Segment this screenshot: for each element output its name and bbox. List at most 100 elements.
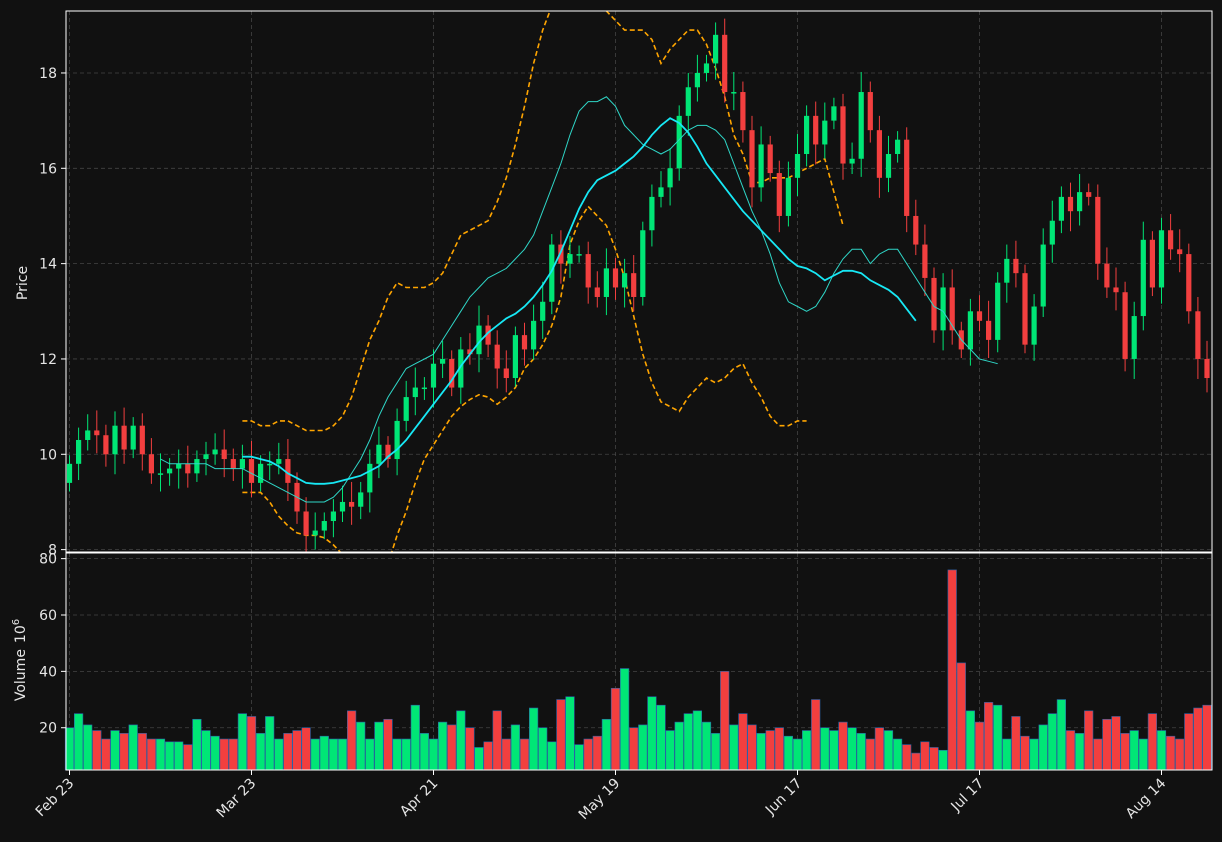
volume-bar-up bbox=[1156, 730, 1167, 771]
volume-bar-up bbox=[801, 730, 812, 771]
volume-bar-up bbox=[328, 738, 339, 771]
candle-up bbox=[458, 349, 464, 388]
volume-bar-down bbox=[1084, 710, 1094, 771]
candle-down bbox=[913, 215, 919, 245]
volume-bar-up bbox=[1047, 713, 1057, 771]
volume-bars bbox=[64, 569, 1212, 771]
candle-up bbox=[194, 459, 200, 474]
candle-up bbox=[376, 444, 382, 464]
volume-tick-label: 40 bbox=[39, 664, 57, 680]
volume-bar-up bbox=[1029, 738, 1039, 771]
price-tick-label: 18 bbox=[39, 66, 57, 82]
candle-up bbox=[895, 139, 901, 154]
volume-bar-down bbox=[447, 724, 457, 771]
candle-up bbox=[330, 511, 336, 522]
candle-down bbox=[922, 244, 928, 278]
volume-bar-up bbox=[474, 747, 484, 771]
candle-up bbox=[403, 397, 409, 421]
volume-bar-up bbox=[237, 713, 248, 771]
volume-bar-up bbox=[83, 724, 93, 771]
candle-down bbox=[749, 130, 755, 188]
candle-down bbox=[349, 501, 355, 507]
candle-up bbox=[276, 459, 282, 464]
volume-bar-up bbox=[1075, 733, 1085, 771]
volume-bar-up bbox=[510, 724, 521, 771]
candle-up bbox=[794, 153, 801, 178]
slow-moving-average-line bbox=[242, 117, 917, 485]
volume-bar-down bbox=[865, 738, 875, 771]
volume-bar-down bbox=[983, 702, 994, 771]
volume-bar-up bbox=[856, 733, 866, 771]
candle-down bbox=[1104, 263, 1110, 288]
candle-down bbox=[631, 273, 637, 297]
volume-bar-down bbox=[929, 747, 939, 771]
volume-bar-up bbox=[829, 730, 839, 771]
volume-bar-down bbox=[292, 730, 302, 771]
candle-up bbox=[831, 106, 837, 121]
volume-bar-down bbox=[1184, 713, 1194, 771]
volume-axis-label-text: Volume bbox=[13, 649, 29, 701]
volume-bar-down bbox=[101, 738, 111, 771]
candle-down bbox=[385, 444, 391, 460]
volume-bar-down bbox=[738, 713, 748, 771]
volume-bar-up bbox=[365, 738, 375, 771]
candle-down bbox=[1204, 358, 1210, 379]
volume-bar-down bbox=[1175, 738, 1185, 771]
candle-down bbox=[103, 435, 109, 455]
volume-bar-down bbox=[465, 727, 475, 771]
volume-bar-up bbox=[665, 730, 675, 771]
candle-up bbox=[622, 273, 628, 288]
volume-bar-down bbox=[246, 716, 257, 771]
candle-down bbox=[904, 139, 910, 216]
candle-down bbox=[221, 449, 227, 460]
candle-up bbox=[603, 268, 609, 297]
candle-down bbox=[521, 335, 528, 350]
candle-up bbox=[858, 92, 864, 159]
candle-down bbox=[503, 368, 509, 379]
volume-bar-up bbox=[155, 738, 166, 771]
candle-up bbox=[1158, 230, 1165, 288]
volume-bar-up bbox=[255, 733, 266, 771]
price-axis-label: Price bbox=[15, 266, 31, 300]
candle-up bbox=[822, 120, 828, 145]
price-tick-label: 10 bbox=[39, 447, 57, 463]
candle-down bbox=[494, 344, 500, 369]
candle-down bbox=[303, 511, 309, 536]
volume-panel-frame bbox=[65, 552, 1213, 771]
candle-up bbox=[76, 439, 82, 464]
candle-up bbox=[440, 358, 446, 364]
candle-up bbox=[421, 387, 427, 390]
volume-bar-up bbox=[392, 738, 402, 771]
candle-up bbox=[1049, 220, 1055, 245]
candle-up bbox=[685, 87, 691, 116]
candle-up bbox=[804, 115, 810, 154]
candle-up bbox=[85, 430, 91, 440]
volume-bar-up bbox=[656, 704, 666, 771]
bollinger-bands bbox=[242, 11, 844, 552]
candle-down bbox=[976, 311, 983, 321]
volume-bar-up bbox=[437, 721, 448, 771]
volume-bar-down bbox=[911, 752, 921, 771]
volume-bar-up bbox=[965, 710, 975, 771]
volume-axis-unit: 10 bbox=[13, 625, 29, 643]
volume-bar-down bbox=[1102, 718, 1112, 771]
volume-bar-up bbox=[374, 721, 384, 771]
volume-bar-down bbox=[1093, 738, 1103, 771]
candle-down bbox=[931, 277, 937, 331]
volume-bar-up bbox=[647, 696, 657, 771]
volume-bar-down bbox=[1065, 730, 1076, 771]
price-tick-label: 14 bbox=[39, 257, 57, 273]
candle-down bbox=[248, 459, 255, 483]
price-axis-ticks: 8 10 12 14 16 18 bbox=[39, 66, 66, 559]
volume-bar-up bbox=[274, 738, 284, 771]
candle-down bbox=[148, 454, 154, 474]
volume-bar-up bbox=[410, 704, 420, 771]
volume-bar-up bbox=[710, 733, 721, 771]
volume-bar-up bbox=[401, 738, 411, 771]
volume-bar-down bbox=[920, 741, 930, 771]
volume-bar-down bbox=[1202, 704, 1212, 771]
candle-up bbox=[995, 282, 1001, 340]
candle-down bbox=[876, 130, 882, 178]
volume-bar-up bbox=[574, 744, 584, 771]
volume-bar-down bbox=[92, 730, 102, 771]
